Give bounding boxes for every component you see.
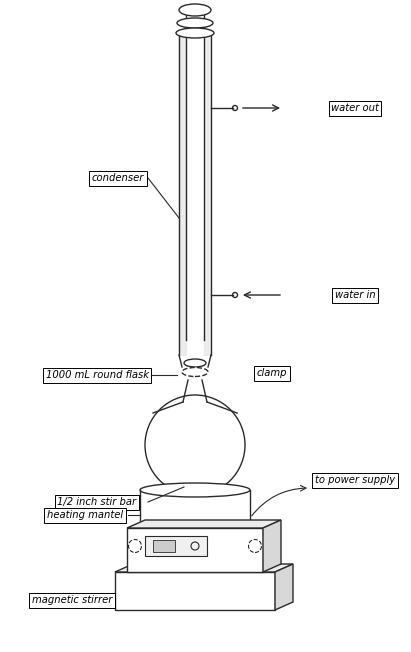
Ellipse shape <box>177 18 213 28</box>
Text: condenser: condenser <box>92 173 144 183</box>
Ellipse shape <box>140 483 250 497</box>
Text: 1/2 inch stir bar: 1/2 inch stir bar <box>58 497 136 507</box>
Text: water in: water in <box>335 290 375 300</box>
Ellipse shape <box>184 484 206 490</box>
Text: 1000 mL round flask: 1000 mL round flask <box>46 370 148 380</box>
Bar <box>115 572 275 610</box>
Polygon shape <box>263 520 281 572</box>
Text: to power supply: to power supply <box>315 475 395 485</box>
Polygon shape <box>127 520 281 528</box>
Text: water out: water out <box>331 103 379 113</box>
Bar <box>145 536 207 556</box>
Ellipse shape <box>182 368 208 376</box>
Bar <box>127 528 263 572</box>
Polygon shape <box>115 564 293 572</box>
Ellipse shape <box>176 28 214 38</box>
Ellipse shape <box>233 106 238 110</box>
Ellipse shape <box>233 293 238 297</box>
Ellipse shape <box>184 359 206 367</box>
Text: clamp: clamp <box>257 368 287 378</box>
Circle shape <box>145 395 245 495</box>
Text: magnetic stirrer: magnetic stirrer <box>32 595 112 605</box>
Polygon shape <box>275 564 293 610</box>
Bar <box>153 540 175 552</box>
Text: heating mantel: heating mantel <box>47 510 123 520</box>
Ellipse shape <box>179 4 211 16</box>
